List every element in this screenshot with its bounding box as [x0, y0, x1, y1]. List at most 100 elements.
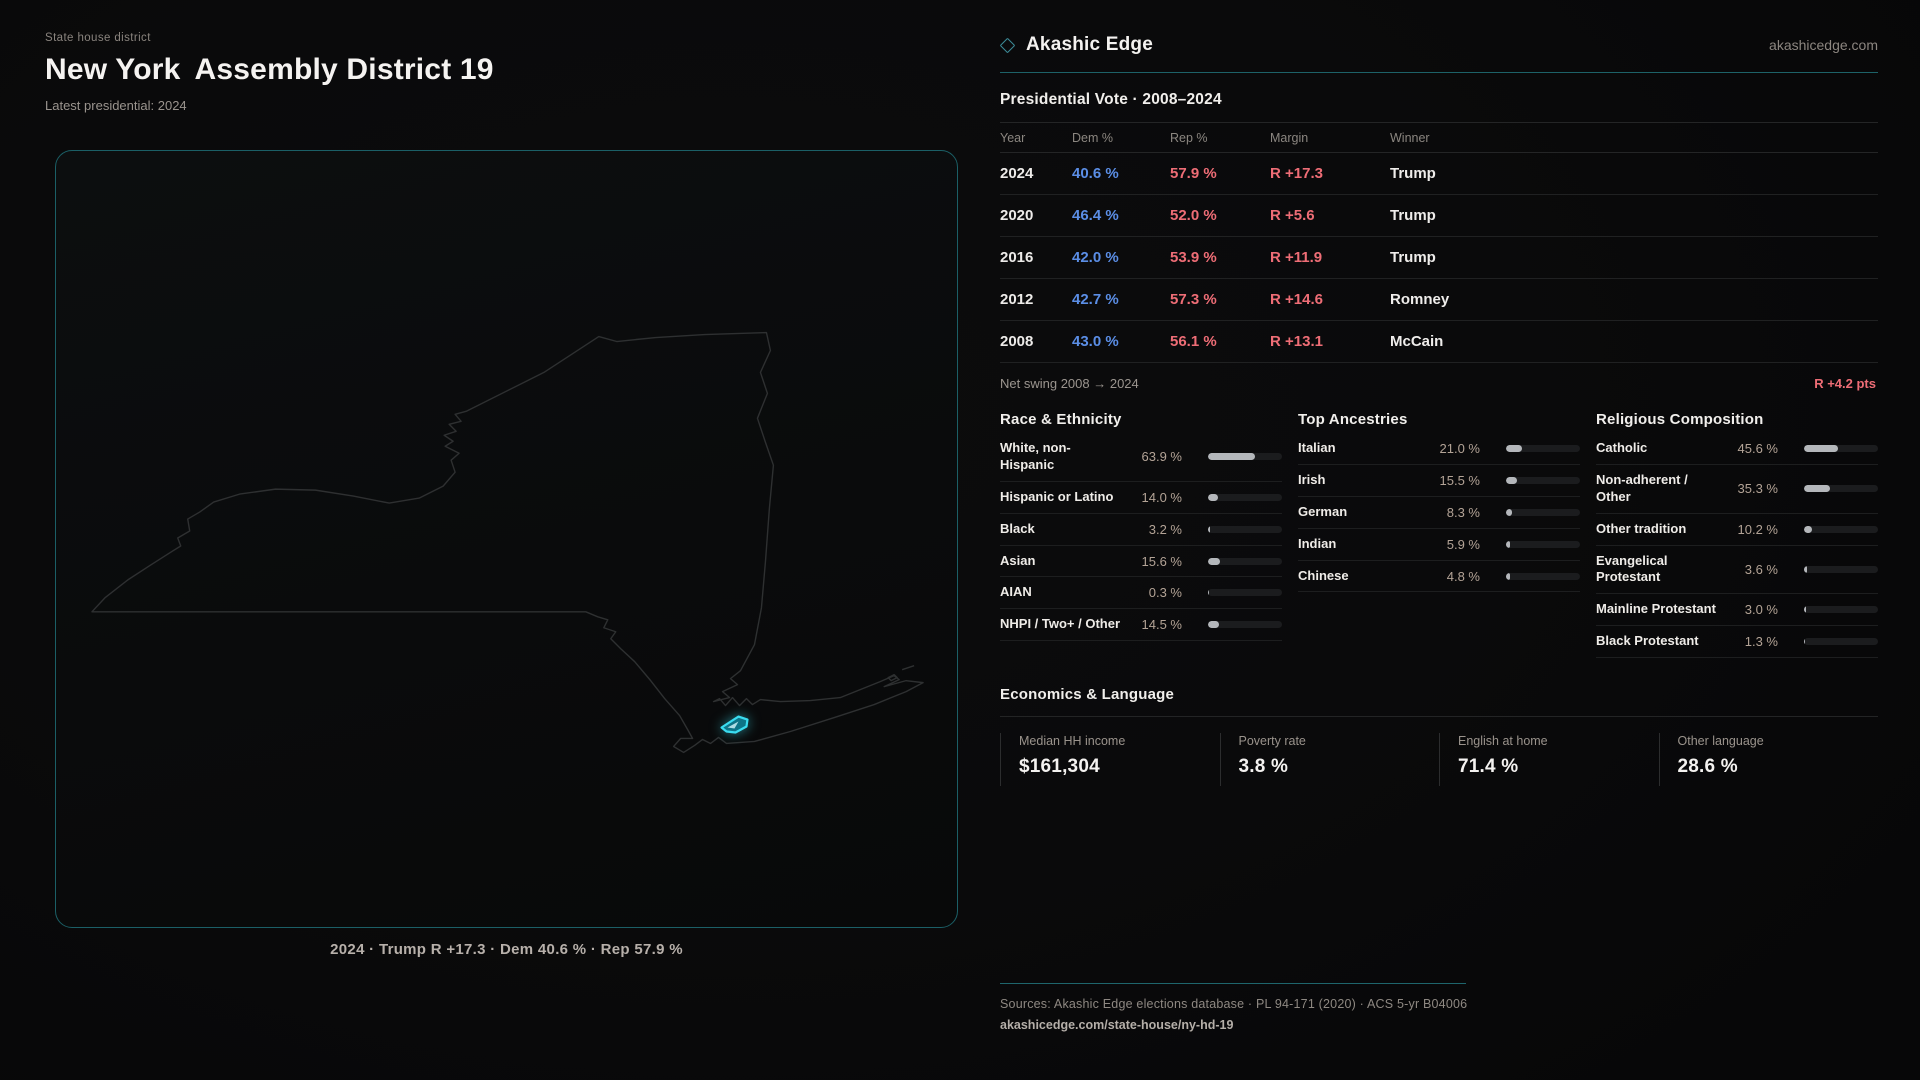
brand-name: Akashic Edge	[1026, 34, 1154, 55]
page-header: State house district New York Assembly Di…	[45, 32, 494, 113]
demo-row-bar-track	[1804, 525, 1878, 533]
demo-row-label: Mainline Protestant	[1596, 601, 1716, 617]
demo-row-label: German	[1298, 503, 1348, 519]
religious-composition-title: Religious Composition	[1596, 411, 1764, 428]
demo-row: Catholic 45.6 %	[1596, 433, 1878, 465]
demo-row-label: Chinese	[1298, 567, 1349, 583]
demo-row-bar-fill	[1804, 606, 1807, 614]
demo-row-bar-fill	[1804, 444, 1838, 452]
demo-row-label: White, non-Hispanic	[1000, 440, 1071, 472]
demo-row-value: 0.3 %	[1148, 585, 1182, 601]
demo-row-bar-fill	[1506, 476, 1518, 484]
vote-margin-cell: R +14.6	[1270, 291, 1323, 308]
race-ethnicity-list: White, non-Hispanic 63.9 % Hispanic or L…	[1000, 433, 1282, 642]
demo-row-label: NHPI / Two+ / Other	[1000, 616, 1121, 632]
demo-row-label: Irish	[1298, 471, 1326, 487]
stat-card: Poverty rate 3.8 %	[1219, 733, 1440, 787]
demo-row-bar-fill	[1804, 565, 1807, 573]
demo-row-bar-track	[1208, 493, 1282, 501]
stat-value: 3.8 %	[1238, 756, 1289, 778]
vote-year-cell: 2016	[1000, 249, 1034, 266]
demo-row-bar-track	[1804, 565, 1878, 573]
vote-winner-cell: McCain	[1390, 333, 1444, 350]
demo-row-bar-track	[1208, 525, 1282, 533]
demo-row: Mainline Protestant 3.0 %	[1596, 594, 1878, 627]
net-swing-label: Net swing 2008 → 2024	[1000, 376, 1139, 391]
demo-row-value: 21.0 %	[1439, 440, 1480, 456]
demo-row-bar-fill	[1506, 572, 1510, 580]
stat-label: Median HH income	[1019, 734, 1126, 749]
col-header-rep: Rep %	[1170, 130, 1208, 145]
district-type-label: State house district	[45, 32, 151, 44]
vote-rep-cell: 52.0 %	[1170, 207, 1217, 224]
top-ancestries-column: Top Ancestries Italian 21.0 % Irish 15.5…	[1298, 411, 1580, 658]
demo-row-bar-track	[1804, 606, 1878, 614]
demo-row: White, non-Hispanic 63.9 %	[1000, 433, 1282, 482]
vote-dem-cell: 43.0 %	[1072, 333, 1119, 350]
demo-row: Black 3.2 %	[1000, 514, 1282, 546]
demo-row-bar-track	[1208, 589, 1282, 597]
vote-table-row: 2016 42.0 % 53.9 % R +11.9 Trump	[1000, 237, 1878, 279]
demo-row-bar-track	[1506, 540, 1580, 548]
demo-row: Asian 15.6 %	[1000, 546, 1282, 578]
vote-margin-cell: R +13.1	[1270, 333, 1323, 350]
vote-winner-cell: Trump	[1390, 165, 1436, 182]
top-ancestries-title: Top Ancestries	[1298, 411, 1408, 428]
demo-row-label: Catholic	[1596, 440, 1648, 455]
vote-table: Year Dem % Rep % Margin Winner 2024 40.6…	[1000, 122, 1878, 363]
island-marks	[887, 665, 915, 682]
demo-row-label: Indian	[1298, 535, 1337, 551]
demo-row-value: 5.9 %	[1446, 536, 1480, 552]
demo-row-bar-fill	[1506, 508, 1513, 516]
economics-stats: Median HH income $161,304 Poverty rate 3…	[1000, 733, 1878, 787]
demo-row-value: 3.6 %	[1744, 561, 1778, 577]
vote-margin-cell: R +17.3	[1270, 165, 1323, 182]
vote-winner-cell: Romney	[1390, 291, 1450, 308]
top-ancestries-list: Italian 21.0 % Irish 15.5 % German 8.3 %	[1298, 433, 1580, 593]
stat-card: Median HH income $161,304	[1000, 733, 1220, 787]
demo-row-bar-fill	[1804, 525, 1812, 533]
vote-winner-cell: Trump	[1390, 249, 1436, 266]
demo-row-bar-fill	[1208, 453, 1256, 461]
demo-row: Black Protestant 1.3 %	[1596, 626, 1878, 659]
demo-row-bar-fill	[1506, 540, 1511, 548]
demo-row-label: Black	[1000, 520, 1035, 536]
stats-panel: Akashic Edge akashicedge.com Presidentia…	[999, 34, 1878, 787]
demo-row-label: Hispanic or Latino	[1000, 488, 1114, 504]
demo-row-bar-fill	[1208, 621, 1219, 629]
page-title-district: Assembly District 19	[194, 53, 494, 86]
demo-row-label: Evangelical Protestant	[1596, 552, 1668, 585]
permalink[interactable]: akashicedge.com/state-house/ny-hd-19	[1000, 1018, 1234, 1032]
vote-table-row: 2020 46.4 % 52.0 % R +5.6 Trump	[1000, 195, 1878, 237]
demo-row-bar-track	[1506, 444, 1580, 452]
demo-row: AIAN 0.3 %	[1000, 577, 1282, 610]
vote-table-row: 2024 40.6 % 57.9 % R +17.3 Trump	[1000, 153, 1878, 195]
vote-table-header: Year Dem % Rep % Margin Winner	[1000, 122, 1878, 153]
stat-value: 28.6 %	[1677, 756, 1738, 778]
demo-row-value: 8.3 %	[1446, 504, 1480, 520]
district-map-panel	[55, 150, 958, 928]
vote-margin-cell: R +11.9	[1270, 249, 1323, 266]
page-title-state: New York	[45, 53, 181, 86]
vote-table-row: 2008 43.0 % 56.1 % R +13.1 McCain	[1000, 321, 1878, 363]
demo-row-value: 15.5 %	[1439, 472, 1480, 488]
demo-row: Chinese 4.8 %	[1298, 561, 1580, 593]
demo-row-value: 14.0 %	[1141, 489, 1182, 505]
demo-row-label: Other tradition	[1596, 520, 1687, 536]
brand-site-link[interactable]: akashicedge.com	[1769, 37, 1878, 53]
vote-year-cell: 2008	[1000, 333, 1034, 350]
demo-row-bar-fill	[1804, 485, 1831, 493]
vote-winner-cell: Trump	[1390, 207, 1436, 224]
stat-label: Poverty rate	[1238, 734, 1306, 749]
demo-row-value: 3.0 %	[1744, 602, 1778, 618]
demo-row: Evangelical Protestant 3.6 %	[1596, 546, 1878, 595]
demo-row-bar-track	[1804, 485, 1878, 493]
demo-row-value: 4.8 %	[1446, 568, 1480, 584]
demo-row-value: 1.3 %	[1744, 634, 1778, 650]
demo-row: Other tradition 10.2 %	[1596, 514, 1878, 546]
vote-dem-cell: 40.6 %	[1072, 165, 1119, 182]
demo-row: Hispanic or Latino 14.0 %	[1000, 482, 1282, 514]
demo-row-bar-track	[1506, 476, 1580, 484]
demo-row: Italian 21.0 %	[1298, 433, 1580, 465]
demo-row-value: 14.5 %	[1141, 617, 1182, 633]
